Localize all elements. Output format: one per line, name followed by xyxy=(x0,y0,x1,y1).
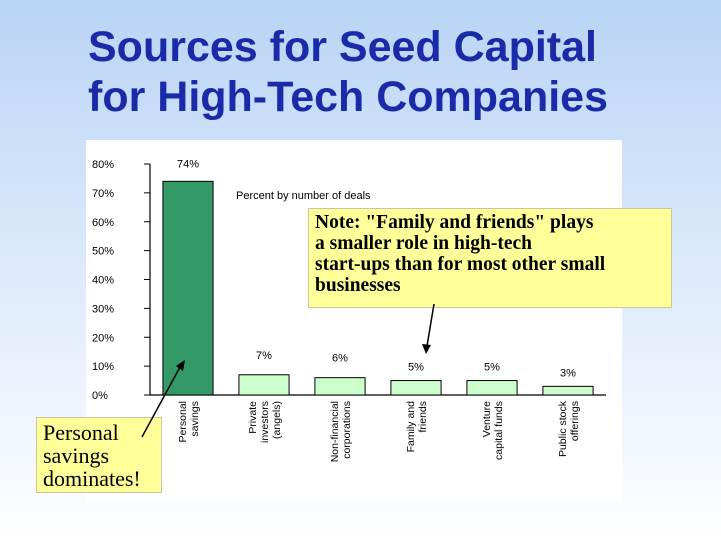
bar xyxy=(162,180,214,396)
bar xyxy=(314,377,366,396)
title-line-1: Sources for Seed Capital xyxy=(88,23,597,71)
note-arrowhead-icon xyxy=(422,344,431,354)
category-label-line: capital funds xyxy=(493,401,505,460)
category-label-line: savings xyxy=(189,401,201,437)
y-tick-label: 30% xyxy=(92,303,114,315)
category-label-line: Venture xyxy=(481,401,493,437)
callout-line: savings xyxy=(43,443,109,468)
category-label-line: Personal xyxy=(177,401,189,442)
category-label: Public stock offerings xyxy=(557,400,581,457)
y-tick-label: 40% xyxy=(92,275,114,287)
bar xyxy=(542,385,594,396)
value-label: 74% xyxy=(177,158,199,170)
y-tick-label: 60% xyxy=(92,217,114,229)
bar xyxy=(466,380,518,396)
category-label-line: friends xyxy=(417,401,429,433)
category-label: Family and friends xyxy=(405,401,429,453)
y-tick-label: 0% xyxy=(92,390,108,402)
category-label-line: Public stock xyxy=(557,400,569,457)
value-label: 5% xyxy=(408,362,424,374)
callout-box: Personal savings dominates! xyxy=(36,417,162,493)
y-tick-label: 20% xyxy=(92,332,114,344)
category-label-line: Family and xyxy=(405,401,417,453)
value-label: 6% xyxy=(332,353,348,365)
slide-title: Sources for Seed Capital for High-Tech C… xyxy=(88,22,608,122)
callout-line: Personal xyxy=(43,420,119,445)
category-label-line: offerings xyxy=(569,401,581,441)
y-tick-label: 50% xyxy=(92,246,114,258)
note-arrow-line xyxy=(426,303,435,347)
callout-arrow-line xyxy=(141,366,181,438)
category-label: Venture capital funds xyxy=(481,401,505,460)
chart-subtitle: Percent by number of deals xyxy=(236,190,371,202)
note-box: Note: "Family and friends" plays a small… xyxy=(308,208,672,308)
value-label: 3% xyxy=(560,367,576,379)
y-tick-label: 70% xyxy=(92,188,114,200)
value-label: 5% xyxy=(484,362,500,374)
title-line-2: for High-Tech Companies xyxy=(88,73,609,121)
category-label: Non-financial corporations xyxy=(329,401,353,462)
callout-arrowhead-icon xyxy=(176,360,185,371)
category-label-line: (angels) xyxy=(271,401,283,439)
bar-chart: 0% 10% 20% 30% 40% 50% 60% 70% 80% Percent by num… xyxy=(92,158,606,462)
category-label-line: Non-financial xyxy=(329,401,341,462)
bar xyxy=(390,380,442,396)
bar xyxy=(238,374,290,396)
category-label-line: corporations xyxy=(341,401,353,459)
note-line: start-ups than for most other small xyxy=(315,254,606,275)
y-tick-label: 80% xyxy=(92,159,114,171)
y-tick-label: 10% xyxy=(92,361,114,373)
category-label-line: Private xyxy=(247,401,259,434)
note-line: a smaller role in high-tech xyxy=(315,233,533,254)
callout-line: dominates! xyxy=(43,466,141,491)
value-label: 7% xyxy=(256,350,272,362)
category-label: Personal savings xyxy=(177,401,201,442)
note-line: businesses xyxy=(315,275,401,296)
category-label: Private investors (angels) xyxy=(247,401,283,443)
note-line: Note: "Family and friends" plays xyxy=(315,212,594,233)
category-label-line: investors xyxy=(259,401,271,443)
